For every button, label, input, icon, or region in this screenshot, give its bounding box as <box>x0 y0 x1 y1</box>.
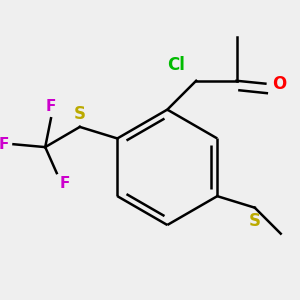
Text: F: F <box>0 137 9 152</box>
Text: Cl: Cl <box>167 56 184 74</box>
Text: S: S <box>249 212 261 230</box>
Text: F: F <box>60 176 70 191</box>
Text: O: O <box>273 75 287 93</box>
Text: S: S <box>74 105 86 123</box>
Text: F: F <box>46 99 56 114</box>
